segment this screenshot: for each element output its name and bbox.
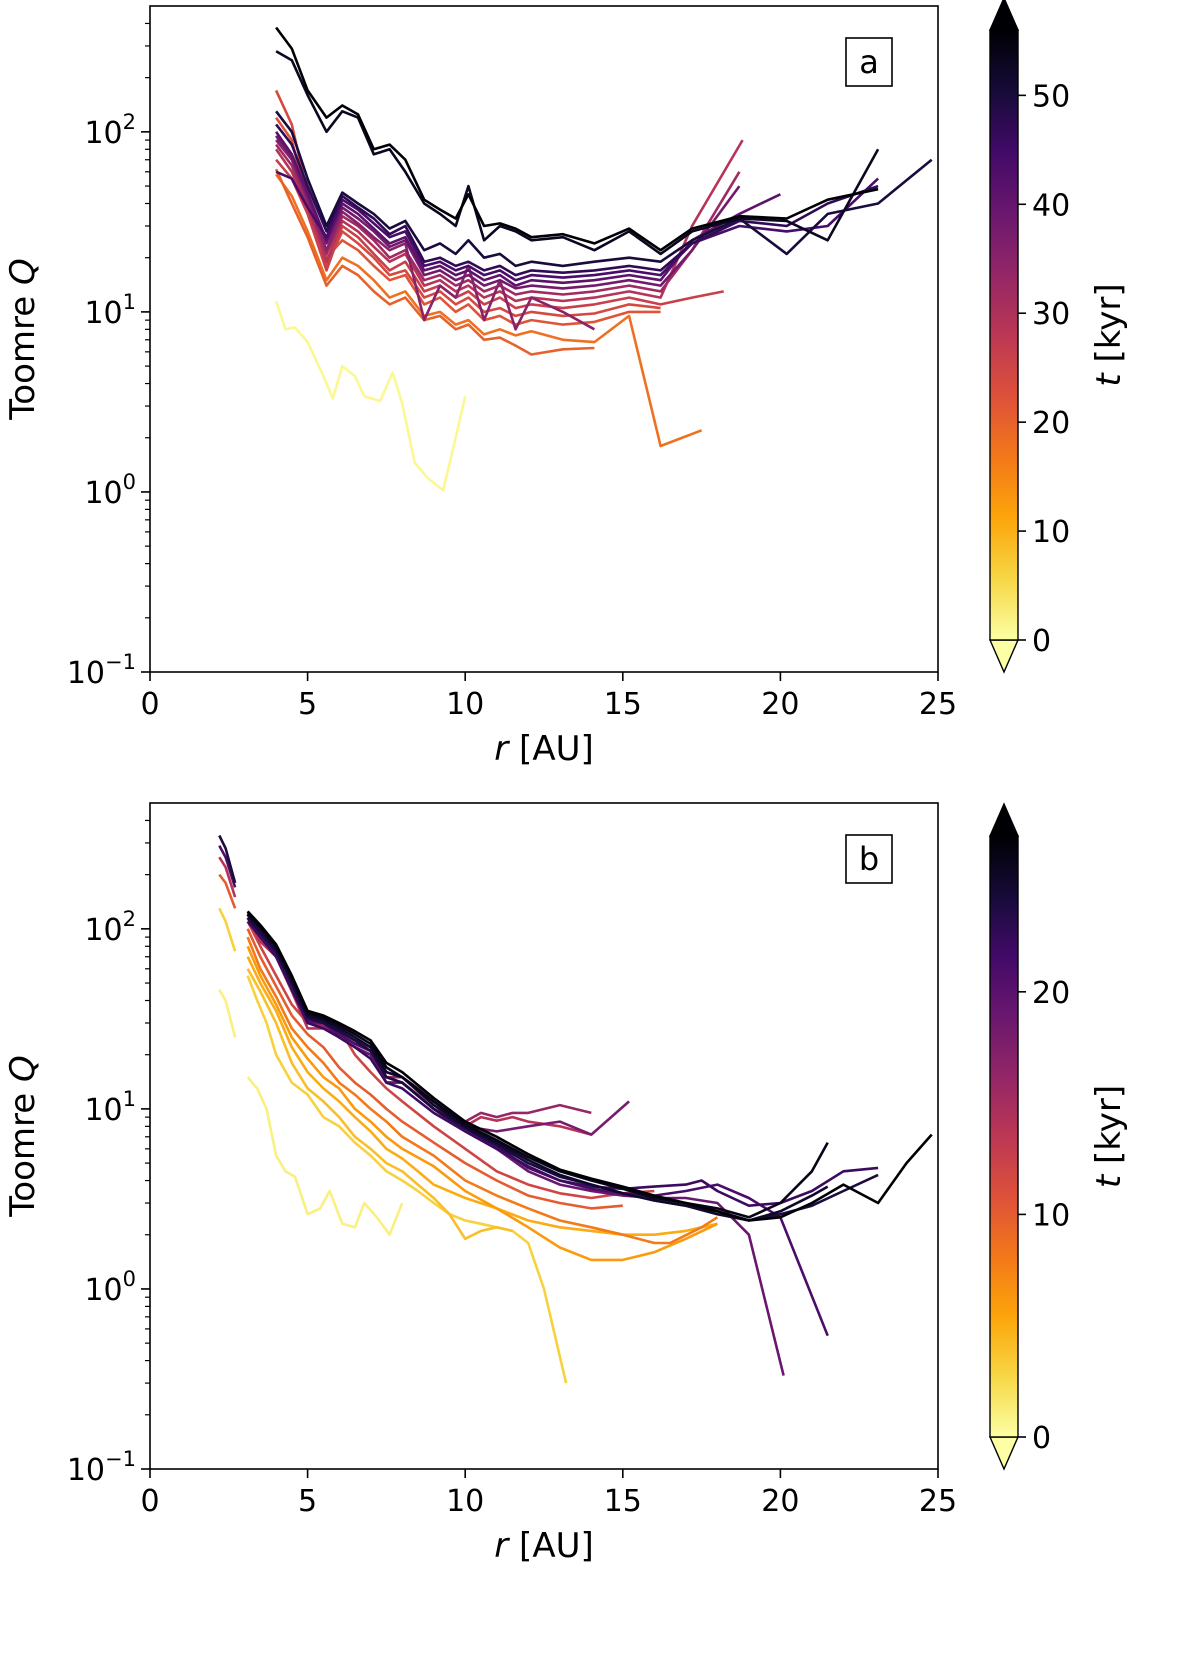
colorbar-body xyxy=(989,29,1019,641)
plot-frame xyxy=(149,5,939,673)
series-line-1 xyxy=(275,173,703,448)
series-line-0 xyxy=(274,300,467,492)
colorbar: 0 10 20 t [kyr] xyxy=(988,802,1129,1471)
y-axis-label: Toomre Q xyxy=(3,1055,43,1217)
series-line-10 xyxy=(275,131,781,287)
colorbar-tick-label: 50 xyxy=(1032,79,1070,114)
series-group xyxy=(218,834,933,1384)
x-tick-label: 0 xyxy=(140,1484,159,1519)
series-line-10 xyxy=(246,920,655,1200)
x-axis-label: r [AU] xyxy=(494,729,593,769)
panel-label-box xyxy=(845,37,893,87)
series-line-19 xyxy=(218,834,237,884)
x-tick-label: 15 xyxy=(604,687,642,722)
series-line-0 xyxy=(218,988,237,1038)
colorbar: 0 10 20 30 40 50 t [kyr] xyxy=(988,0,1129,674)
series-line-2 xyxy=(218,907,237,952)
y-tick-label: 100 xyxy=(84,470,136,511)
series-line-22 xyxy=(246,912,829,1219)
series-line-7 xyxy=(275,143,741,296)
colorbar-tick-label: 10 xyxy=(1032,515,1070,550)
x-tick-label: 5 xyxy=(298,1484,317,1519)
x-tick-label: 5 xyxy=(298,687,317,722)
colorbar-tick-label: 10 xyxy=(1032,1198,1070,1233)
y-tick-label: 10−1 xyxy=(67,1447,136,1488)
series-line-6 xyxy=(275,139,744,303)
colorbar-extend-min xyxy=(988,1436,1020,1471)
colorbar-extend-min xyxy=(988,639,1020,674)
series-line-1 xyxy=(246,1076,404,1236)
y-tick-label: 102 xyxy=(84,110,136,151)
series-line-6 xyxy=(246,945,718,1262)
series-line-11 xyxy=(218,856,237,898)
colorbar-tick-label: 0 xyxy=(1032,624,1051,659)
series-line-16 xyxy=(218,844,237,888)
x-axis-label: r [AU] xyxy=(494,1526,593,1566)
panel-a: 0 5 10 15 20 25 10−1 100 101 102 r [AU] Toomre Q a 0 1… xyxy=(3,0,1129,769)
series-line-5 xyxy=(246,956,718,1236)
y-tick-label: 102 xyxy=(84,907,136,948)
series-line-8 xyxy=(275,139,596,331)
x-tick-label: 25 xyxy=(919,687,957,722)
x-tick-label: 0 xyxy=(140,687,159,722)
series-line-14 xyxy=(275,50,880,256)
y-tick-label: 10−1 xyxy=(67,650,136,691)
x-tick-label: 20 xyxy=(761,687,799,722)
series-line-7 xyxy=(246,936,719,1245)
series-line-23 xyxy=(246,910,933,1222)
colorbar-label: t [kyr] xyxy=(1089,283,1129,386)
colorbar-tick-label: 0 xyxy=(1032,1421,1051,1456)
series-line-21 xyxy=(246,913,829,1222)
series-line-13 xyxy=(275,110,933,268)
panel-label-box xyxy=(845,834,893,884)
series-line-18 xyxy=(246,920,879,1207)
series-line-8 xyxy=(218,873,237,909)
series-line-4 xyxy=(246,968,513,1241)
colorbar-extend-max xyxy=(988,802,1020,837)
x-tick-label: 10 xyxy=(446,687,484,722)
y-axis-label: Toomre Q xyxy=(3,258,43,420)
colorbar-extend-max xyxy=(988,0,1020,31)
x-tick-label: 10 xyxy=(446,1484,484,1519)
colorbar-body xyxy=(989,835,1019,1438)
colorbar-tick-label: 30 xyxy=(1032,297,1070,332)
series-group xyxy=(274,26,933,492)
plot-frame xyxy=(149,802,939,1470)
y-tick-label: 101 xyxy=(84,1087,136,1128)
panel-label: b xyxy=(859,840,879,878)
panel-label: a xyxy=(859,43,879,81)
x-tick-label: 20 xyxy=(761,1484,799,1519)
series-line-15 xyxy=(275,26,879,252)
series-line-9 xyxy=(246,928,623,1210)
y-tick-label: 101 xyxy=(84,290,136,331)
x-tick-label: 25 xyxy=(919,1484,957,1519)
series-line-12 xyxy=(275,123,879,277)
x-tick-label: 15 xyxy=(604,1484,642,1519)
y-tick-label: 100 xyxy=(84,1267,136,1308)
colorbar-label: t [kyr] xyxy=(1089,1085,1129,1188)
series-line-9 xyxy=(275,135,741,290)
colorbar-tick-label: 20 xyxy=(1032,976,1070,1011)
colorbar-tick-label: 40 xyxy=(1032,188,1070,223)
panel-b: 0 5 10 15 20 25 10−1 100 101 102 r [AU] Toomre Q b 0 1… xyxy=(3,802,1129,1566)
colorbar-tick-label: 20 xyxy=(1032,406,1070,441)
